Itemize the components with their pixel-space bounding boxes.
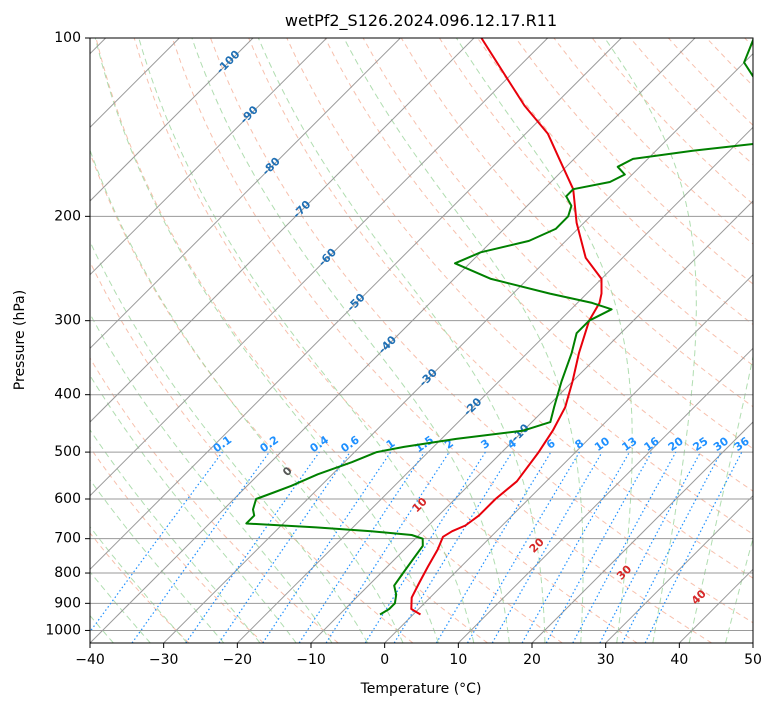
isotherm-line	[163, 52, 753, 643]
dry-adiabat-line	[90, 151, 488, 643]
dry-adiabat-line	[438, 38, 753, 367]
y-tick-label: 300	[54, 313, 81, 329]
x-tick-label: 40	[670, 652, 688, 668]
isohume-line	[521, 451, 631, 643]
moist-adiabat-line	[725, 536, 753, 643]
isotherm-line	[310, 200, 753, 643]
x-tick-label: −10	[296, 652, 326, 668]
isotherm-line	[384, 273, 753, 643]
dewpoint-line	[245, 38, 753, 616]
background-lines	[90, 38, 753, 643]
isohume-line	[572, 451, 677, 643]
isotherm-line	[457, 347, 753, 643]
moist-adiabat-line	[90, 148, 404, 643]
dry-adiabat-line	[133, 38, 638, 643]
plot-frame	[89, 37, 754, 644]
isohume-line	[131, 451, 270, 643]
moist-adiabat-line	[191, 38, 510, 643]
x-tick-label: 30	[597, 652, 615, 668]
moist-adiabat-line	[343, 38, 584, 643]
y-tick-label: 700	[54, 531, 81, 547]
chart-title: wetPf2_S126.2024.096.12.17.R11	[285, 11, 557, 31]
y-tick-label: 800	[54, 565, 81, 581]
moist-adiabat-line	[90, 526, 188, 643]
x-tick-label: −40	[75, 652, 105, 668]
dry-adiabat-line	[90, 532, 190, 643]
moist-adiabat-line	[257, 38, 546, 643]
moist-adiabat-line	[90, 428, 261, 643]
dry-adiabat-line	[248, 38, 753, 579]
isotherm-line	[90, 38, 254, 202]
moist-adiabat-line	[94, 38, 439, 643]
isohume-line	[185, 451, 320, 643]
x-tick-label: 20	[523, 652, 541, 668]
isotherm-line	[90, 38, 696, 643]
dry-adiabat-line	[95, 38, 563, 643]
isohume-line	[644, 451, 743, 643]
y-tick-label: 200	[54, 208, 81, 224]
dry-adiabat-line	[515, 38, 753, 285]
dry-adiabat-line	[90, 357, 339, 643]
axis-ticks: −40 −30 −20 −10 0 10 20 30 40 50 100 200 300 400 500 60…	[45, 30, 762, 668]
y-tick-label: 500	[54, 444, 81, 460]
y-tick-label: 100	[54, 30, 81, 46]
moist-adiabat-line	[90, 240, 369, 643]
x-tick-label: 10	[449, 652, 467, 668]
x-tick-label: −30	[149, 652, 179, 668]
isotherm-line	[531, 421, 753, 643]
x-tick-label: −20	[223, 652, 253, 668]
isotherm-line	[605, 494, 753, 643]
isohume-line	[262, 451, 392, 643]
isotherm-line	[236, 126, 753, 643]
moist-adiabat-line	[90, 478, 225, 643]
x-tick-label: 50	[744, 652, 762, 668]
isotherm-line	[90, 38, 401, 350]
moist-adiabat-line	[604, 38, 697, 643]
y-tick-label: 600	[54, 491, 81, 507]
isotherm-line	[90, 38, 328, 276]
temperature-line	[410, 38, 603, 616]
isotherm-line	[90, 38, 622, 571]
isohume-line	[325, 451, 450, 643]
y-tick-label: 400	[54, 387, 81, 403]
y-tick-label: 1000	[45, 622, 81, 638]
x-axis-label: Temperature (°C)	[360, 681, 482, 697]
y-axis-label: Pressure (hPa)	[12, 290, 28, 390]
y-tick-label: 900	[54, 595, 81, 611]
isotherm-line	[90, 38, 475, 423]
moist-adiabat-line	[90, 312, 333, 643]
isohume-line	[90, 451, 223, 633]
dry-adiabat-line	[210, 38, 753, 624]
isohume-line	[298, 451, 425, 643]
dry-adiabat-line	[90, 446, 264, 643]
isotherm-line	[90, 38, 549, 497]
moist-adiabat-line	[90, 374, 297, 643]
isohume-line	[545, 451, 653, 643]
moist-adiabat-line	[138, 38, 475, 643]
profile-series	[245, 38, 753, 616]
isohume-line	[393, 451, 513, 643]
isohume-line	[218, 451, 351, 643]
moist-adiabat-line	[90, 571, 151, 643]
x-tick-label: 0	[380, 652, 389, 668]
moist-adiabat-line	[688, 354, 753, 643]
dry-adiabat-line	[171, 38, 712, 643]
